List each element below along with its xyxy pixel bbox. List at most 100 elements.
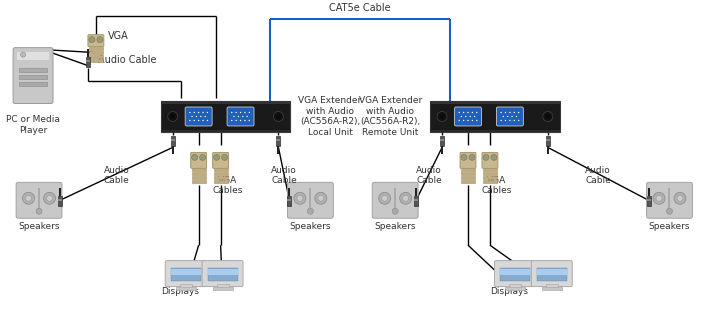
Bar bbox=[89, 55, 103, 58]
Circle shape bbox=[467, 112, 469, 113]
Circle shape bbox=[89, 37, 95, 43]
Circle shape bbox=[21, 52, 26, 57]
Bar bbox=[87, 49, 89, 57]
Bar bbox=[430, 100, 559, 132]
Bar bbox=[59, 188, 61, 196]
Bar bbox=[160, 100, 290, 104]
Bar bbox=[546, 137, 550, 146]
FancyBboxPatch shape bbox=[288, 182, 333, 218]
Circle shape bbox=[505, 112, 506, 113]
Bar bbox=[278, 146, 280, 154]
Circle shape bbox=[677, 195, 683, 201]
Circle shape bbox=[469, 154, 475, 160]
Text: Audio
Cable: Audio Cable bbox=[271, 166, 297, 185]
FancyBboxPatch shape bbox=[372, 182, 418, 218]
Bar bbox=[170, 139, 175, 142]
Bar bbox=[461, 180, 475, 183]
Circle shape bbox=[518, 120, 519, 121]
Text: Displays: Displays bbox=[160, 286, 199, 295]
Bar bbox=[461, 168, 475, 171]
Circle shape bbox=[463, 112, 464, 113]
Circle shape bbox=[204, 116, 206, 117]
Bar bbox=[500, 268, 530, 281]
Bar bbox=[546, 284, 558, 288]
Circle shape bbox=[505, 120, 506, 121]
Bar bbox=[647, 196, 650, 206]
Bar bbox=[483, 172, 497, 175]
Circle shape bbox=[200, 116, 202, 117]
Circle shape bbox=[244, 112, 246, 113]
Circle shape bbox=[97, 37, 103, 43]
Bar bbox=[19, 81, 47, 86]
Bar bbox=[288, 188, 290, 196]
Circle shape bbox=[674, 192, 686, 204]
Bar bbox=[414, 199, 418, 201]
FancyBboxPatch shape bbox=[460, 152, 476, 168]
Bar bbox=[214, 172, 228, 175]
Circle shape bbox=[437, 111, 447, 122]
Circle shape bbox=[461, 154, 467, 160]
Bar bbox=[288, 199, 291, 201]
Circle shape bbox=[214, 154, 219, 160]
FancyBboxPatch shape bbox=[496, 107, 523, 126]
Circle shape bbox=[43, 192, 55, 204]
Circle shape bbox=[476, 120, 477, 121]
Bar bbox=[546, 139, 550, 142]
Circle shape bbox=[23, 192, 35, 204]
Text: PC or Media
Player: PC or Media Player bbox=[6, 115, 60, 135]
Bar bbox=[192, 176, 206, 179]
Bar bbox=[180, 284, 192, 288]
Bar bbox=[500, 269, 530, 275]
Circle shape bbox=[196, 116, 197, 117]
Text: VGA Extender
with Audio
(AC556A-R2),
Local Unit: VGA Extender with Audio (AC556A-R2), Loc… bbox=[298, 96, 361, 137]
Circle shape bbox=[236, 120, 237, 121]
Circle shape bbox=[515, 116, 517, 117]
FancyBboxPatch shape bbox=[454, 107, 481, 126]
FancyBboxPatch shape bbox=[16, 182, 62, 218]
Bar bbox=[19, 75, 47, 79]
Bar bbox=[542, 287, 562, 290]
Circle shape bbox=[248, 112, 250, 113]
Bar bbox=[537, 269, 567, 275]
Text: Audio
Cable: Audio Cable bbox=[585, 166, 611, 185]
Bar bbox=[89, 58, 103, 62]
Bar bbox=[430, 130, 559, 132]
Bar bbox=[461, 172, 475, 175]
Bar bbox=[58, 196, 62, 206]
Circle shape bbox=[518, 112, 519, 113]
Circle shape bbox=[511, 116, 513, 117]
Circle shape bbox=[509, 112, 510, 113]
Circle shape bbox=[501, 120, 502, 121]
Circle shape bbox=[248, 120, 250, 121]
Bar bbox=[440, 137, 444, 146]
Bar bbox=[483, 180, 497, 183]
Circle shape bbox=[242, 116, 244, 117]
Circle shape bbox=[202, 120, 204, 121]
Bar bbox=[669, 188, 670, 212]
Text: Speakers: Speakers bbox=[18, 222, 60, 231]
Circle shape bbox=[400, 192, 412, 204]
Bar bbox=[38, 188, 40, 212]
Bar bbox=[192, 180, 206, 183]
Bar bbox=[288, 196, 291, 206]
Circle shape bbox=[392, 208, 398, 214]
Circle shape bbox=[246, 116, 248, 117]
Circle shape bbox=[307, 208, 313, 214]
Bar bbox=[414, 196, 418, 206]
Text: VGA: VGA bbox=[108, 31, 129, 41]
Circle shape bbox=[465, 116, 466, 117]
Circle shape bbox=[170, 114, 175, 119]
Bar bbox=[170, 137, 175, 146]
Circle shape bbox=[202, 112, 204, 113]
FancyBboxPatch shape bbox=[165, 261, 206, 286]
Bar bbox=[310, 188, 312, 212]
Bar bbox=[86, 57, 90, 67]
Bar bbox=[160, 100, 290, 132]
Circle shape bbox=[471, 112, 473, 113]
FancyBboxPatch shape bbox=[647, 182, 692, 218]
Text: VGA
Cables: VGA Cables bbox=[481, 176, 512, 195]
Circle shape bbox=[501, 112, 502, 113]
Text: Audio Cable: Audio Cable bbox=[98, 55, 156, 65]
Bar bbox=[537, 268, 567, 281]
Circle shape bbox=[47, 195, 53, 201]
